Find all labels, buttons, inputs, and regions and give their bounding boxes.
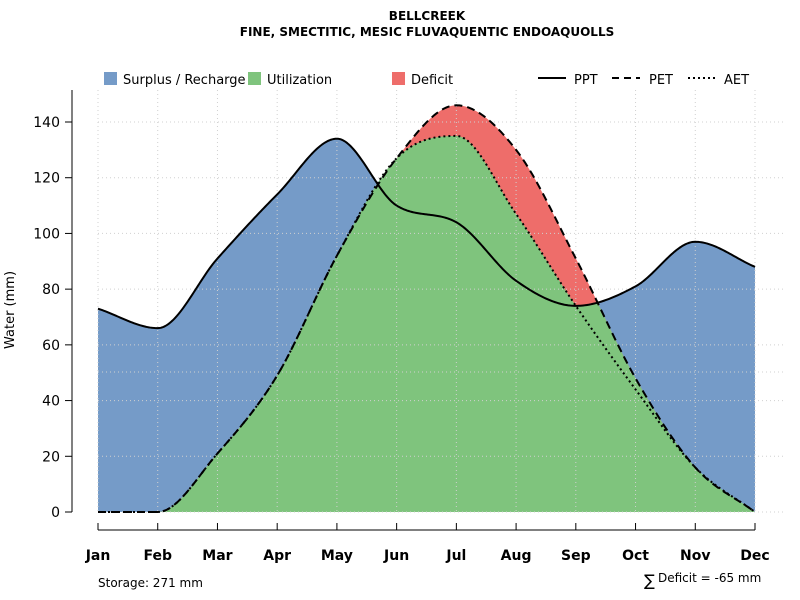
- x-tick-label: Jan: [85, 548, 111, 564]
- x-tick-label: Oct: [622, 548, 649, 564]
- legend-swatch-utilization: [248, 72, 261, 85]
- chart-subtitle: FINE, SMECTITIC, MESIC FLUVAQUENTIC ENDO…: [240, 25, 615, 39]
- legend-label-utilization: Utilization: [267, 73, 332, 88]
- x-tick-label: Feb: [143, 548, 172, 564]
- x-tick-label: Sep: [561, 548, 591, 564]
- legend-label-pet: PET: [649, 73, 673, 88]
- grid-layer: [97, 90, 785, 513]
- legend-label-deficit: Deficit: [411, 73, 453, 88]
- x-tick-label: May: [321, 548, 353, 564]
- series-lines-layer: [97, 104, 756, 513]
- x-tick-label: Jul: [445, 548, 466, 564]
- x-tick-label: Dec: [740, 548, 769, 564]
- legend-label-surplus: Surplus / Recharge: [123, 73, 246, 88]
- y-tick-label: 140: [33, 115, 60, 131]
- utilization-area: [98, 135, 755, 512]
- legend-swatch-deficit: [392, 72, 405, 85]
- y-tick-label: 20: [42, 449, 60, 465]
- x-tick-label: Mar: [202, 548, 232, 564]
- deficit-note: Deficit = -65 mm: [658, 571, 761, 585]
- y-tick-label: 100: [33, 226, 60, 242]
- axes-layer: 0 20 40 60 80 100 120 140 Jan Feb Mar Apr May Jun Jul A…: [33, 90, 770, 564]
- y-tick-label: 40: [42, 394, 60, 410]
- y-tick-label: 60: [42, 338, 60, 354]
- legend-swatch-surplus: [104, 72, 117, 85]
- y-tick-label: 80: [42, 282, 60, 298]
- y-tick-label: 120: [33, 171, 60, 187]
- x-tick-label: Nov: [680, 548, 710, 564]
- chart-title: BELLCREEK: [389, 9, 466, 23]
- x-tick-label: Apr: [263, 548, 291, 564]
- sum-symbol: ∑: [644, 571, 655, 590]
- x-tick-label: Aug: [501, 548, 532, 564]
- y-axis-label: Water (mm): [3, 271, 18, 349]
- series-line-pet: [98, 104, 756, 513]
- storage-note: Storage: 271 mm: [98, 576, 203, 590]
- legend-label-aet: AET: [724, 73, 749, 88]
- legend-label-ppt: PPT: [574, 73, 598, 88]
- legend: Surplus / Recharge Utilization Deficit P…: [104, 72, 749, 88]
- y-tick-label: 0: [51, 505, 60, 521]
- x-tick-label: Jun: [383, 548, 409, 564]
- series-line-ppt: [97, 137, 756, 330]
- areas-layer: [98, 105, 755, 512]
